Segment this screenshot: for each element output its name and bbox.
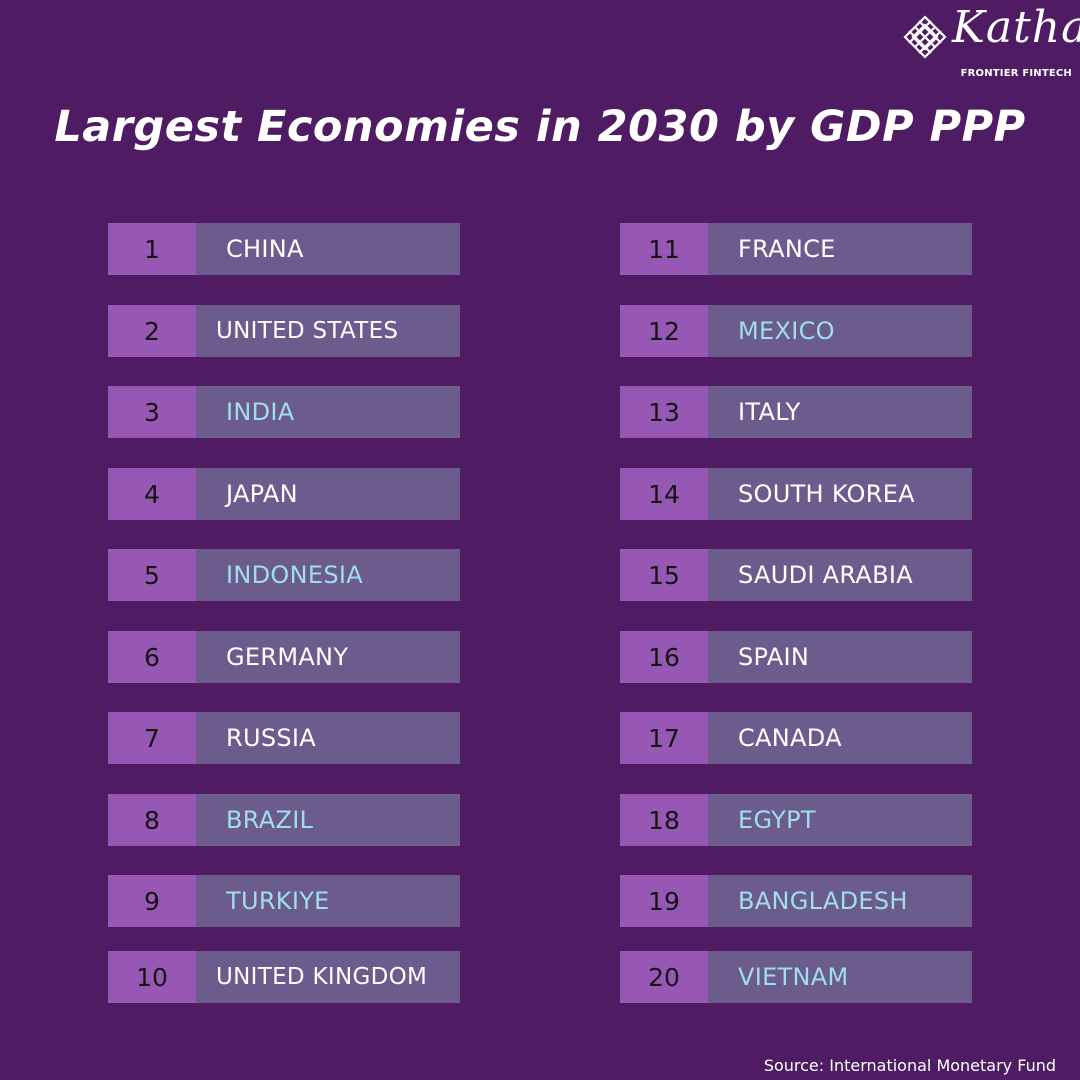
country-name: BRAZIL [196,794,460,846]
country-name: SOUTH KOREA [708,468,972,520]
ranking-row: 7 RUSSIA [108,712,460,764]
country-name: GERMANY [196,631,460,683]
endless-knot-icon [903,15,947,59]
rank-number: 11 [620,223,708,275]
ranking-row: 19 BANGLADESH [620,875,972,927]
country-name: MEXICO [708,305,972,357]
ranking-row: 18 EGYPT [620,794,972,846]
rank-number: 1 [108,223,196,275]
rank-number: 3 [108,386,196,438]
country-name: TURKIYE [196,875,460,927]
ranking-row: 8 BRAZIL [108,794,460,846]
ranking-row: 3 INDIA [108,386,460,438]
rank-number: 15 [620,549,708,601]
country-name: SAUDI ARABIA [708,549,972,601]
page-title: Largest Economies in 2030 by GDP PPP [54,102,1026,152]
ranking-row: 13 ITALY [620,386,972,438]
ranking-row: 14 SOUTH KOREA [620,468,972,520]
country-name: JAPAN [196,468,460,520]
rank-number: 8 [108,794,196,846]
country-name: CANADA [708,712,972,764]
rank-number: 18 [620,794,708,846]
rank-number: 4 [108,468,196,520]
ranking-row: 16 SPAIN [620,631,972,683]
ranking-row: 6 GERMANY [108,631,460,683]
rank-number: 10 [108,951,196,1003]
source-note: Source: International Monetary Fund [763,1056,1056,1075]
ranking-row: 10 UNITED KINGDOM [108,951,460,1003]
brand-wordmark: Katha [952,2,1080,53]
country-name: INDIA [196,386,460,438]
rank-number: 16 [620,631,708,683]
country-name: EGYPT [708,794,972,846]
country-name: ITALY [708,386,972,438]
rank-number: 14 [620,468,708,520]
katha-logo: Katha FRONTIER FINTECH [902,6,1080,84]
ranking-row: 12 MEXICO [620,305,972,357]
country-name: RUSSIA [196,712,460,764]
country-name: BANGLADESH [708,875,972,927]
rank-number: 19 [620,875,708,927]
rank-number: 5 [108,549,196,601]
rank-number: 6 [108,631,196,683]
ranking-row: 9 TURKIYE [108,875,460,927]
ranking-row: 4 JAPAN [108,468,460,520]
rank-number: 12 [620,305,708,357]
rank-number: 13 [620,386,708,438]
rank-number: 9 [108,875,196,927]
rank-number: 17 [620,712,708,764]
ranking-row: 20 VIETNAM [620,951,972,1003]
rank-number: 2 [108,305,196,357]
brand-tagline: FRONTIER FINTECH [960,68,1072,79]
ranking-row: 15 SAUDI ARABIA [620,549,972,601]
country-name: INDONESIA [196,549,460,601]
country-name: UNITED KINGDOM [196,951,460,1003]
country-name: FRANCE [708,223,972,275]
country-name: UNITED STATES [196,305,460,357]
rank-number: 7 [108,712,196,764]
rank-number: 20 [620,951,708,1003]
ranking-row: 5 INDONESIA [108,549,460,601]
ranking-row: 1 CHINA [108,223,460,275]
ranking-row: 11 FRANCE [620,223,972,275]
country-name: CHINA [196,223,460,275]
country-name: SPAIN [708,631,972,683]
country-name: VIETNAM [708,951,972,1003]
ranking-row: 17 CANADA [620,712,972,764]
ranking-row: 2 UNITED STATES [108,305,460,357]
